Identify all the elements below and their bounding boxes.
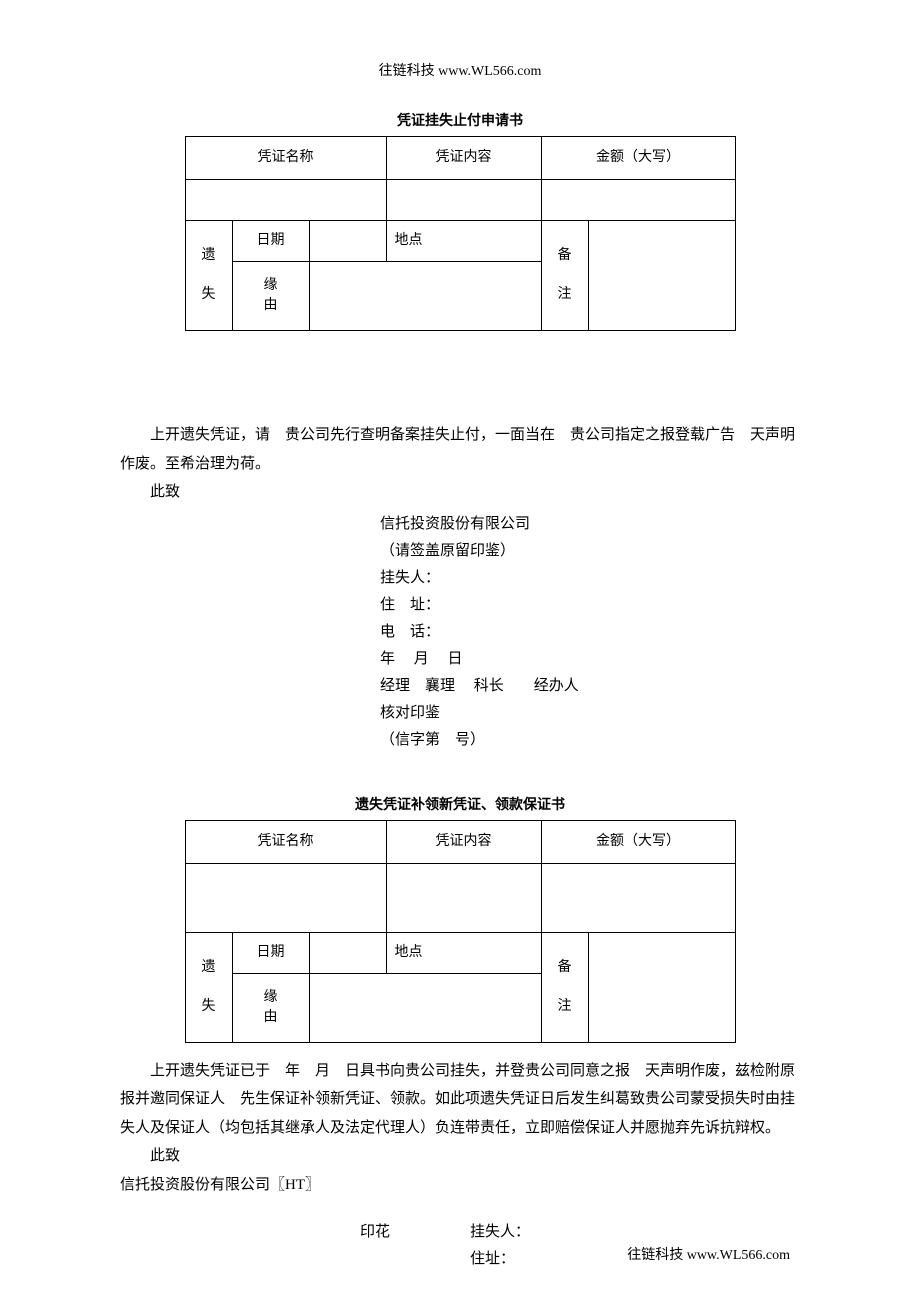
page: 往链科技 www.WL566.com 凭证挂失止付申请书 凭证名称 凭证内容 金… — [0, 0, 920, 1302]
sig-tel: 电 话： — [380, 619, 800, 646]
body2: 上开遗失凭证已于 年 月 日具书向贵公司挂失，并登贵公司同意之报 天声明作废，兹… — [120, 1057, 800, 1200]
stamp-label: 印花 — [360, 1219, 470, 1246]
sig-company: 信托投资股份有限公司 — [380, 511, 800, 538]
sig-check: 核对印鉴 — [380, 700, 800, 727]
sig-addr: 住 址： — [380, 592, 800, 619]
form1-table: 凭证名称 凭证内容 金额（大写） 遗失 日期 地点 备注 缘由 — [185, 136, 736, 331]
sig2-addr: 住址： — [470, 1246, 515, 1273]
stamp-spacer — [360, 1246, 470, 1273]
page-footer: 往链科技 www.WL566.com — [627, 1244, 790, 1264]
body2-p2: 此致 — [120, 1142, 800, 1171]
page-header: 往链科技 www.WL566.com — [120, 60, 800, 80]
body1: 上开遗失凭证，请 贵公司先行查明备案挂失止付，一面当在 贵公司指定之报登载广告 … — [120, 421, 800, 507]
sig-person: 挂失人： — [380, 565, 800, 592]
body2-p1: 上开遗失凭证已于 年 月 日具书向贵公司挂失，并登贵公司同意之报 天声明作废，兹… — [120, 1057, 800, 1143]
body1-p1: 上开遗失凭证，请 贵公司先行查明备案挂失止付，一面当在 贵公司指定之报登载广告 … — [120, 421, 800, 478]
sig-roles: 经理 襄理 科长 经办人 — [380, 673, 800, 700]
sig-no: （信字第 号） — [380, 727, 800, 754]
sig-seal: （请签盖原留印鉴） — [380, 538, 800, 565]
form2-table: 凭证名称 凭证内容 金额（大写） 遗失 日期 地点 备注 缘由 — [185, 820, 736, 1043]
sig2-person: 挂失人： — [470, 1219, 530, 1246]
sig-date: 年 月 日 — [380, 646, 800, 673]
body2-p3: 信托投资股份有限公司〖HT〗 — [120, 1171, 800, 1200]
signature-block-1: 信托投资股份有限公司 （请签盖原留印鉴） 挂失人： 住 址： 电 话： 年 月 … — [380, 511, 800, 754]
form1-title: 凭证挂失止付申请书 — [120, 110, 800, 130]
body1-p2: 此致 — [120, 478, 800, 507]
form2-title: 遗失凭证补领新凭证、领款保证书 — [120, 794, 800, 814]
